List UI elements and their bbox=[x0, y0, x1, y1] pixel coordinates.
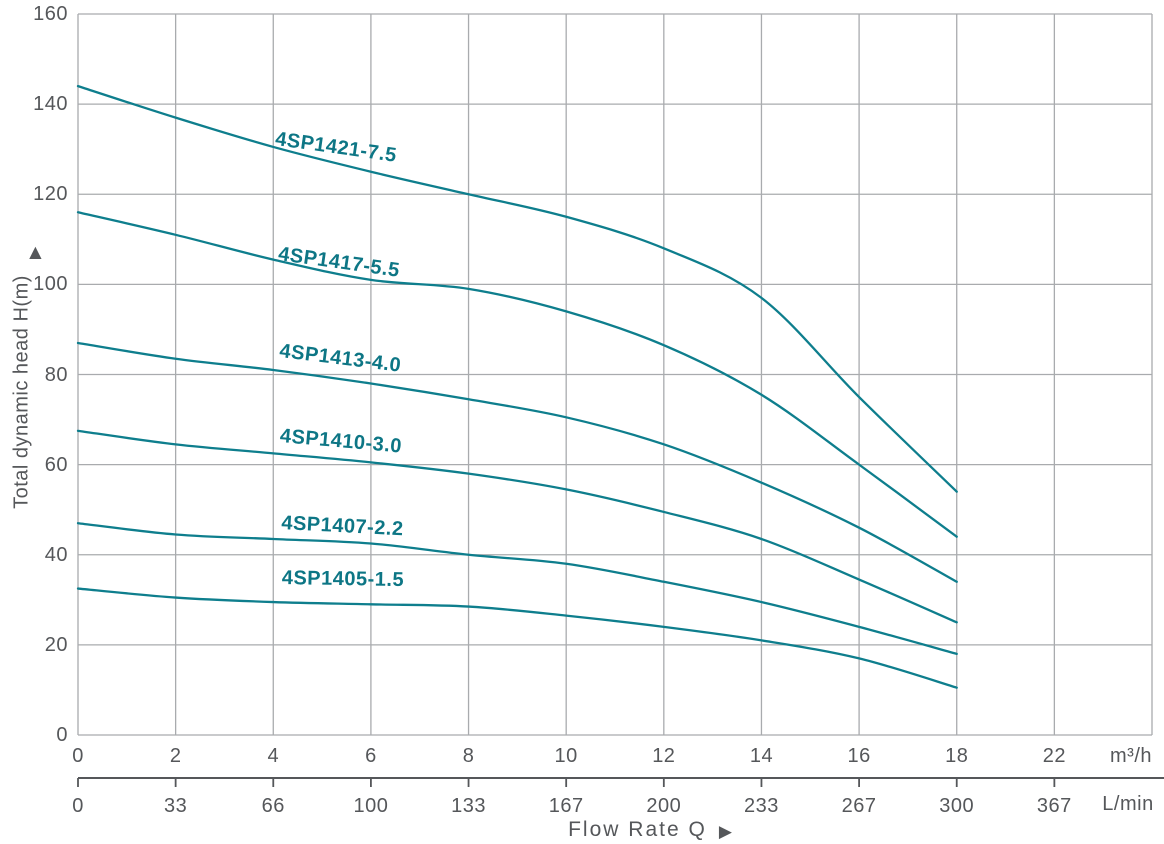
x-tick-label-m3h: 22 bbox=[1042, 745, 1066, 767]
x-tick-label-m3h: 8 bbox=[462, 745, 475, 767]
y-axis-up-arrow-icon: ▲ bbox=[25, 241, 46, 264]
x-tick-label-m3h: 10 bbox=[554, 745, 578, 767]
y-tick-label: 0 bbox=[56, 724, 68, 746]
pump-curve-4SP1417-5.5 bbox=[76, 211, 958, 538]
y-tick-label: 60 bbox=[44, 453, 68, 476]
x-axis-title-text: Flow Rate Q bbox=[568, 818, 707, 841]
y-tick-label: 40 bbox=[44, 543, 68, 566]
x-axis-unit-m3h: m³/h bbox=[1110, 745, 1152, 767]
x-tick-label-lmin: 66 bbox=[261, 795, 285, 817]
x-tick-label-lmin: 200 bbox=[646, 795, 682, 817]
pump-curve-4SP1410-3.0 bbox=[76, 429, 958, 624]
x-tick-label-lmin: 300 bbox=[939, 795, 975, 817]
x-tick-label-m3h: 6 bbox=[365, 745, 377, 767]
y-tick-label: 20 bbox=[44, 633, 68, 656]
x-tick-label-lmin: 133 bbox=[451, 795, 486, 817]
x-tick-label-lmin: 100 bbox=[353, 795, 389, 817]
x-tick-label-m3h: 16 bbox=[847, 745, 871, 767]
x-tick-label-m3h: 4 bbox=[267, 745, 280, 767]
x-tick-label-m3h: 14 bbox=[749, 745, 774, 767]
x-tick-label-lmin: 0 bbox=[72, 795, 84, 817]
y-tick-label: 160 bbox=[33, 3, 68, 25]
y-tick-label: 140 bbox=[33, 93, 68, 116]
x-tick-label-lmin: 167 bbox=[548, 795, 584, 817]
x-tick-label-lmin: 233 bbox=[744, 795, 779, 817]
x-tick-label-m3h: 18 bbox=[945, 745, 969, 767]
y-tick-label: 120 bbox=[33, 183, 68, 206]
x-tick-label-m3h: 12 bbox=[652, 745, 676, 767]
pump-curve-4SP1407-2.2 bbox=[76, 522, 958, 656]
y-tick-label: 100 bbox=[33, 273, 68, 296]
x-tick-label-lmin: 267 bbox=[841, 795, 877, 817]
x-tick-label-m3h: 0 bbox=[72, 745, 84, 767]
curve-label-4SP1405-1.5: 4SP1405-1.5 bbox=[281, 567, 405, 592]
x-tick-label-m3h: 2 bbox=[169, 745, 182, 767]
x-axis-unit-lmin: L/min bbox=[1102, 793, 1154, 815]
y-tick-label: 80 bbox=[44, 363, 68, 386]
pump-curve-4SP1421-7.5 bbox=[76, 84, 958, 493]
x-tick-label-lmin: 367 bbox=[1036, 795, 1072, 817]
x-axis-right-arrow-icon: ▶ bbox=[718, 821, 732, 841]
pump-curve-4SP1413-4.0 bbox=[76, 341, 958, 583]
x-axis-title: Flow Rate Q ▶ bbox=[490, 818, 810, 842]
x-tick-label-lmin: 33 bbox=[164, 795, 188, 817]
pump-curve-4SP1405-1.5 bbox=[76, 587, 958, 689]
